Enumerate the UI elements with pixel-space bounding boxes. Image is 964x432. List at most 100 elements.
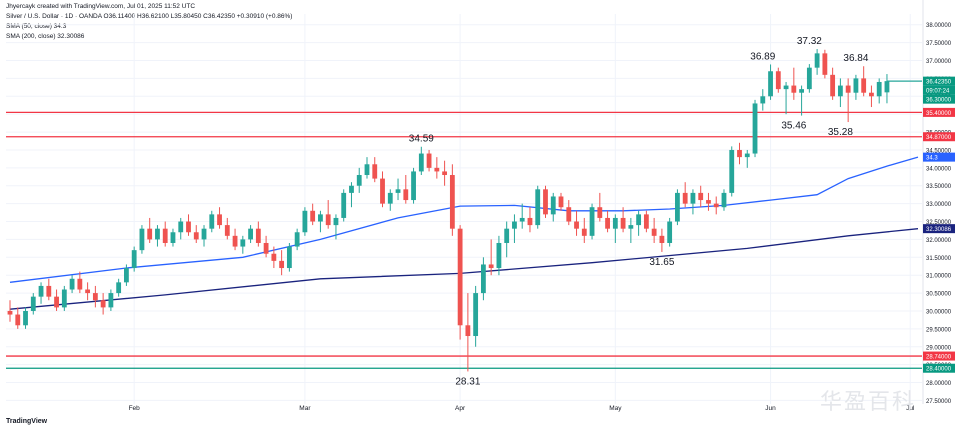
candle-body: [147, 228, 153, 240]
candle-body: [201, 228, 207, 240]
candle-body: [7, 310, 13, 315]
candle-body: [473, 293, 479, 337]
candle-body: [310, 210, 316, 222]
price-annotation: 34.59: [409, 134, 434, 145]
candle-body: [418, 153, 424, 172]
candle-body: [636, 214, 642, 226]
level-price-tag: [923, 351, 955, 361]
candle-body: [830, 74, 836, 97]
candle-body: [775, 71, 781, 90]
candle-body: [682, 192, 688, 204]
candle-body: [77, 278, 83, 290]
candle-body: [752, 103, 758, 154]
price-annotation: 31.65: [649, 257, 674, 268]
x-tick-label: Mar: [299, 405, 311, 412]
y-tick-label: 30.00000: [926, 309, 952, 315]
candle-body: [543, 189, 548, 215]
candle-body: [589, 207, 595, 236]
y-tick-label: 28.00000: [926, 381, 952, 387]
y-tick-label: 27.50000: [926, 399, 952, 405]
candle-body: [465, 325, 471, 337]
y-tick-label: 33.00000: [926, 202, 952, 208]
candle-body: [186, 221, 191, 233]
candle-body: [574, 221, 579, 229]
candle-body: [527, 217, 533, 226]
price-annotation: 37.32: [797, 36, 822, 47]
candle-body: [861, 78, 867, 93]
level-price-tag-label: 28.74000: [926, 355, 952, 361]
price-tag-label: 09:07:24: [926, 89, 950, 95]
candle-body: [356, 175, 362, 186]
candle-body: [131, 250, 137, 269]
price-tag-label: 34.3: [926, 156, 938, 162]
candle-body: [791, 85, 797, 93]
candle-body: [85, 289, 91, 294]
candle-body: [271, 253, 277, 261]
price-annotation: 36.84: [843, 53, 868, 64]
candle-body: [845, 85, 851, 93]
candle-body: [139, 228, 145, 251]
y-tick-label: 37.00000: [926, 59, 952, 65]
candle-body: [442, 171, 448, 176]
candle-body: [155, 228, 160, 240]
candle-body: [876, 81, 882, 97]
candle-body: [286, 246, 292, 269]
candle-body: [395, 189, 401, 193]
sma50-legend: SMA (50, close) 34.3: [6, 23, 67, 30]
x-tick-label: Apr: [455, 405, 466, 412]
candle-body: [512, 221, 517, 229]
candle-body: [744, 153, 750, 158]
candle-body: [193, 232, 199, 240]
candle-body: [116, 282, 122, 294]
candle-body: [434, 167, 440, 172]
candle-body: [822, 53, 828, 75]
level-price-tag-label: 28.40000: [926, 367, 952, 373]
candle-body: [325, 214, 331, 226]
candle-body: [659, 235, 665, 243]
candle-body: [318, 214, 323, 222]
candle-body: [799, 89, 804, 93]
y-tick-label: 29.00000: [926, 345, 952, 351]
y-tick-label: 37.50000: [926, 41, 952, 47]
price-annotation: 36.89: [750, 51, 775, 62]
y-tick-label: 30.50000: [926, 292, 952, 298]
price-tag-label: 32.30086: [926, 227, 952, 233]
candle-body: [558, 196, 564, 208]
level-price-tag: [923, 107, 955, 117]
candle-body: [706, 200, 711, 204]
y-tick-label: 38.00000: [926, 23, 952, 29]
candle-body: [496, 242, 502, 269]
candle-body: [605, 217, 610, 229]
x-tick-label: Jun: [765, 405, 776, 412]
candle-body: [46, 285, 52, 297]
candle-body: [504, 228, 510, 243]
candle-body: [675, 192, 680, 222]
candle-body: [54, 296, 59, 308]
price-tag: [923, 85, 955, 95]
candle-body: [108, 293, 114, 308]
price-tag-label: 36.42350: [926, 80, 952, 86]
candle-body: [217, 214, 222, 226]
candle-body: [535, 189, 541, 226]
candle-body: [224, 225, 230, 236]
candle-body: [806, 67, 812, 90]
candle-body: [69, 278, 75, 290]
candle-body: [620, 217, 626, 229]
candle-body: [38, 285, 44, 297]
candle-body: [597, 207, 603, 218]
candle-body: [628, 225, 634, 229]
candle-body: [690, 192, 696, 204]
candle-body: [480, 264, 486, 294]
candle-body: [240, 239, 246, 247]
candle-body: [263, 242, 269, 254]
y-tick-label: 29.50000: [926, 327, 952, 333]
candle-body: [869, 92, 874, 97]
watermark-text: 华盈百科: [820, 389, 917, 414]
symbol-ohlc-legend: Silver / U.S. Dollar · 1D · OANDA O36.11…: [6, 13, 293, 20]
y-tick-label: 31.50000: [926, 256, 952, 262]
y-tick-label: 31.00000: [926, 274, 952, 280]
candle-body: [23, 310, 28, 326]
candle-body: [837, 85, 843, 97]
candle-body: [209, 214, 215, 229]
